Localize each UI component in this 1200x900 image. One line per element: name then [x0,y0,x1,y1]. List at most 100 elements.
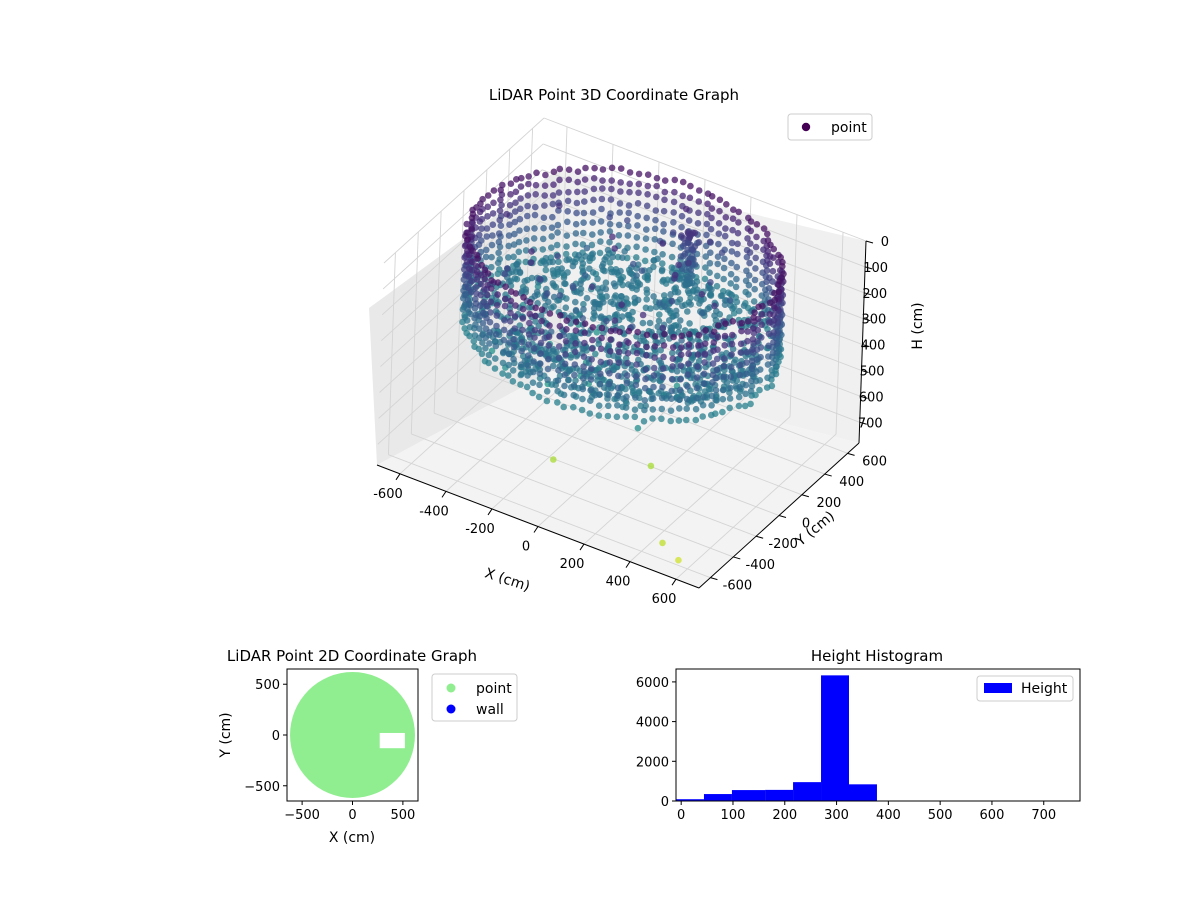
data-point [743,370,750,378]
data-point [711,302,718,310]
data-point [635,170,643,178]
x-tick [533,526,539,533]
data-point [625,222,632,230]
data-point [684,287,692,295]
data-point [722,214,730,221]
data-point [625,327,633,335]
data-point [651,248,658,256]
data-point [751,285,758,293]
2d-legend: point wall [431,673,518,722]
data-point [571,348,579,356]
data-point [545,342,553,349]
data-point [609,253,616,261]
data-point [621,248,628,255]
data-point [634,341,641,348]
data-point [580,229,587,237]
data-point [485,359,492,367]
data-point [752,254,759,262]
back-grid-z [543,117,867,242]
data-point [752,243,760,251]
data-point [647,305,654,312]
data-point [707,386,714,393]
data-point [573,209,580,217]
data-point [727,384,734,392]
data-point [535,393,543,401]
data-point [602,279,610,287]
data-point [659,260,666,267]
data-point [556,165,564,173]
data-point [769,278,776,285]
data-point [659,539,666,547]
y-tick [824,473,832,477]
data-point [679,242,687,250]
data-point [500,326,508,334]
data-point [722,225,729,232]
data-point [598,205,605,213]
data-point [565,166,573,173]
data-point [667,417,674,425]
data-point [730,206,737,213]
x-tick [625,561,631,568]
data-point [678,212,686,220]
data-point [669,344,677,351]
data-point [524,192,532,199]
data-point [656,311,663,318]
data-point [606,228,614,235]
data-point [537,276,544,283]
data-point [493,312,501,319]
data-point [472,284,480,291]
data-point [723,201,730,208]
data-point [555,354,563,362]
data-point [488,277,495,284]
z-tick-label: 100 [863,261,888,276]
data-point [580,306,587,313]
data-point [743,359,750,366]
data-point [737,349,745,356]
data-point [661,188,669,196]
data-point [721,342,728,349]
data-point [511,230,518,238]
data-point [746,249,754,256]
data-point [574,178,581,186]
3d-legend-marker [801,122,811,132]
data-point [633,243,640,251]
data-point [758,321,765,329]
data-point [692,416,700,424]
data-point [633,349,641,357]
data-point [727,364,735,371]
data-point [516,227,523,234]
data-point [657,346,664,354]
data-point [687,266,695,274]
data-point [660,207,668,215]
data-point [748,382,756,390]
data-point [505,372,512,379]
data-point [587,397,594,405]
data-point [635,388,643,395]
data-point [562,338,570,345]
data-point [641,384,649,392]
data-point [591,164,598,172]
data-point [736,371,744,379]
data-point [695,198,703,205]
data-point [606,238,613,246]
data-point [674,289,682,296]
data-point [546,310,554,317]
data-point [587,376,595,383]
point-disc [290,672,415,798]
data-point [512,199,519,206]
data-point [614,392,621,399]
data-point [610,300,617,308]
floor-grid-y [433,412,757,537]
data-point [647,462,655,470]
data-point [625,209,632,217]
data-point [686,331,693,338]
data-point [642,246,649,253]
data-point [632,373,640,380]
data-point [484,213,491,220]
data-point [523,225,531,233]
data-point [552,283,560,291]
data-point [641,257,649,265]
data-point [634,296,642,304]
data-point [671,271,679,279]
data-point [483,302,491,310]
